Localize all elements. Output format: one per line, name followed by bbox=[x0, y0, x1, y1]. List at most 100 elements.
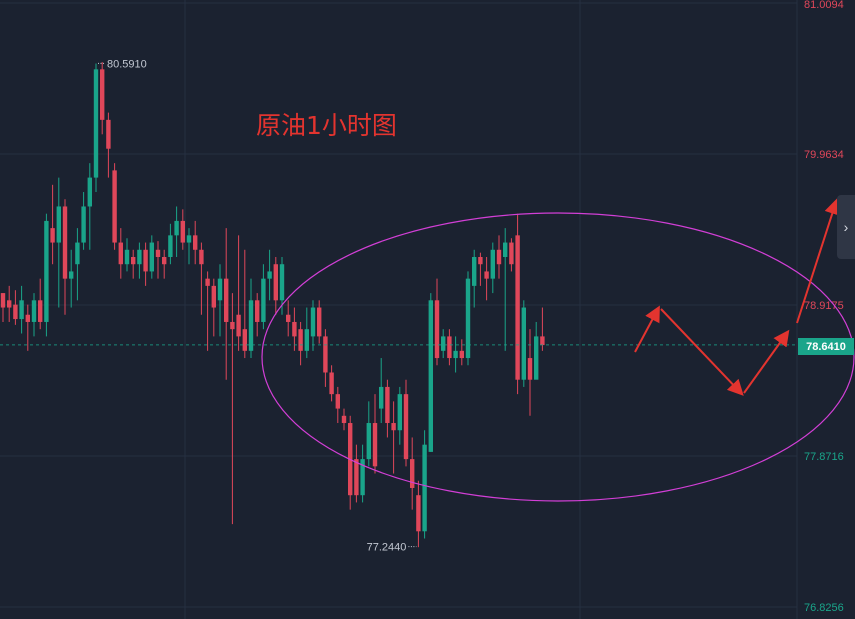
candle-body bbox=[478, 256, 483, 265]
candle-body bbox=[38, 300, 43, 322]
candle-body bbox=[193, 235, 198, 250]
candle-body bbox=[490, 249, 495, 279]
candle-body bbox=[149, 242, 154, 272]
candle-body bbox=[540, 336, 545, 346]
candle-body bbox=[0, 293, 6, 308]
candle-body bbox=[279, 264, 285, 301]
candle-body bbox=[100, 69, 105, 120]
candle-body bbox=[118, 242, 123, 265]
candle-body bbox=[335, 394, 340, 409]
candle-body bbox=[205, 278, 210, 286]
candle-body bbox=[428, 300, 433, 452]
candle-body bbox=[304, 329, 309, 351]
candle-body bbox=[143, 249, 148, 272]
candle-body bbox=[199, 249, 204, 265]
y-tick-label: 78.9175 bbox=[804, 300, 844, 312]
candle-body bbox=[453, 350, 458, 359]
candle-body bbox=[255, 300, 260, 322]
candle-body bbox=[242, 329, 247, 351]
candle-body bbox=[273, 264, 278, 301]
candle-body bbox=[310, 307, 316, 337]
candle-body bbox=[434, 300, 440, 359]
candle-body bbox=[441, 336, 446, 351]
y-tick-label: 76.8256 bbox=[804, 602, 844, 614]
high-annotation: 80.5910 bbox=[107, 58, 147, 70]
forecast-arrow bbox=[796, 198, 840, 324]
candle-body bbox=[403, 394, 409, 460]
candle-body bbox=[186, 235, 192, 243]
candle-body bbox=[50, 228, 55, 243]
candle-body bbox=[515, 235, 520, 380]
candle-body bbox=[112, 170, 117, 243]
candle-body bbox=[180, 220, 185, 243]
candle-body bbox=[484, 271, 489, 279]
candle-body bbox=[124, 249, 130, 265]
candle-body bbox=[248, 300, 254, 351]
candle-body bbox=[509, 242, 514, 265]
candle-body bbox=[410, 459, 415, 488]
candle-body bbox=[19, 300, 24, 320]
candle-body bbox=[366, 423, 371, 460]
candle-body bbox=[106, 119, 111, 149]
candle-body bbox=[31, 300, 37, 322]
candle-body bbox=[372, 423, 378, 467]
forecast-arrow bbox=[660, 308, 744, 396]
candle-body bbox=[459, 350, 464, 359]
candle-body bbox=[131, 256, 136, 265]
candle-body bbox=[168, 235, 173, 257]
candle-body bbox=[527, 358, 533, 380]
candle-body bbox=[397, 394, 402, 431]
candle-body bbox=[354, 459, 359, 496]
candle-body bbox=[162, 256, 167, 265]
candle-body bbox=[44, 220, 49, 322]
candle-body bbox=[69, 271, 74, 279]
candle-body bbox=[211, 285, 216, 308]
candle-body bbox=[261, 278, 266, 322]
y-tick-label: 79.9634 bbox=[804, 149, 844, 161]
consolidation-ellipse bbox=[261, 212, 855, 502]
candle-body bbox=[286, 314, 291, 322]
candle-body bbox=[465, 278, 471, 359]
y-tick-label: 81.0094 bbox=[804, 0, 844, 11]
candle-body bbox=[521, 307, 526, 380]
candle-body bbox=[62, 206, 68, 279]
candle-body bbox=[422, 444, 427, 532]
candle-body bbox=[447, 336, 452, 359]
candle-body bbox=[224, 278, 229, 322]
chevron-right-icon[interactable]: › bbox=[837, 195, 855, 259]
candle-body bbox=[292, 321, 297, 337]
candle-body bbox=[341, 415, 347, 424]
forecast-arrow bbox=[743, 329, 790, 394]
chart-title: 原油1小时图 bbox=[256, 111, 397, 140]
candle-body bbox=[230, 321, 235, 330]
candle-body bbox=[472, 256, 477, 286]
candle-body bbox=[317, 307, 322, 337]
candle-body bbox=[7, 300, 12, 308]
candle-body bbox=[13, 304, 18, 320]
y-tick-label: 77.8716 bbox=[804, 451, 844, 463]
candle-body bbox=[87, 177, 92, 207]
candle-body bbox=[360, 459, 365, 496]
candle-body bbox=[416, 495, 421, 532]
candle-body bbox=[137, 249, 142, 265]
candle-body bbox=[391, 423, 396, 431]
forecast-arrow bbox=[634, 305, 660, 353]
candle-body bbox=[174, 220, 179, 236]
candle-body bbox=[75, 242, 80, 265]
candle-body bbox=[217, 278, 223, 301]
candle-body bbox=[155, 249, 161, 257]
candle-body bbox=[298, 329, 303, 351]
candle-body bbox=[25, 314, 30, 322]
candle-body bbox=[379, 386, 384, 409]
candle-body bbox=[323, 336, 328, 373]
candle-body bbox=[93, 69, 99, 178]
candle-body bbox=[56, 206, 61, 243]
candle-body bbox=[236, 314, 241, 337]
low-annotation: 77.2440 bbox=[367, 542, 407, 554]
candle-body bbox=[503, 242, 508, 257]
candle-body bbox=[81, 206, 86, 243]
candle-body bbox=[329, 372, 334, 395]
candle-body bbox=[385, 386, 390, 424]
candle-body bbox=[534, 336, 539, 380]
